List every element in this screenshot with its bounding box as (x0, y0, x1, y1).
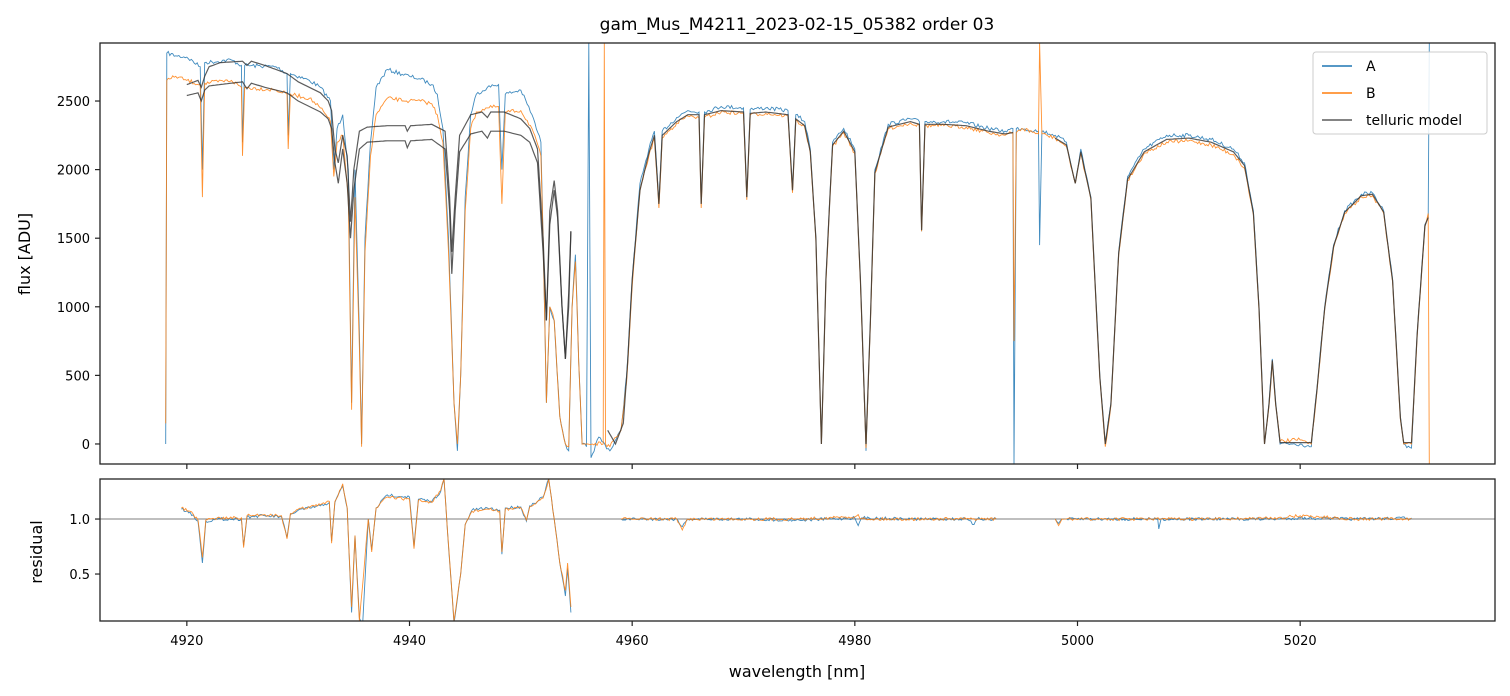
telluric-model-line-3 (1054, 137, 1429, 445)
x-tick-label: 4960 (616, 634, 649, 649)
residual-a-segment-2 (1054, 516, 1412, 529)
residual-b-segment-0 (181, 479, 572, 621)
bottom-axes-frame (99, 478, 1496, 622)
legend-label-a: A (1366, 59, 1376, 75)
residual-b-segment-1 (620, 513, 997, 532)
legend: A B telluric model (1312, 51, 1488, 135)
bottom-y-tick-label: 0.5 (69, 568, 90, 583)
legend-label-telluric: telluric model (1366, 113, 1462, 129)
legend-label-b: B (1366, 86, 1376, 102)
top-panel: 0 500 1000 1500 2000 2500 flux [ADU] (15, 42, 1496, 469)
chart-title: gam_Mus_M4211_2023-02-15_05382 order 03 (600, 15, 995, 35)
x-tick-label: 5020 (1284, 634, 1317, 649)
top-y-axis-label: flux [ADU] (15, 213, 34, 295)
x-tick-label: 4920 (170, 634, 203, 649)
telluric-model-line-0 (186, 60, 572, 359)
bottom-y-tick-label: 1.0 (69, 513, 90, 528)
residual-a-segment-0 (181, 479, 572, 621)
x-tick-label: 5000 (1061, 634, 1094, 649)
residual-b-segment-2 (1054, 513, 1412, 527)
top-y-tick-label: 2000 (57, 164, 90, 179)
bottom-y-axis-label: residual (27, 520, 46, 583)
top-y-tick-label: 2500 (57, 95, 90, 110)
residual-a-segment-1 (620, 515, 997, 528)
x-tick-label: 4940 (393, 634, 426, 649)
series-b-line (165, 43, 1430, 464)
top-y-tick-label: 1000 (57, 301, 90, 316)
top-y-tick-label: 1500 (57, 232, 90, 247)
x-tick-label: 4980 (838, 634, 871, 649)
x-axis-label: wavelength [nm] (729, 662, 866, 681)
top-y-tick-label: 500 (65, 369, 90, 384)
legend-box (1312, 51, 1488, 135)
telluric-model-line-2 (607, 109, 1013, 446)
top-axes-frame (99, 42, 1496, 465)
telluric-model-line-1 (186, 81, 572, 359)
bottom-panel: 0.5 1.0 4920 4940 4960 4980 5000 5020 residual… (27, 478, 1496, 681)
series-a-line (165, 43, 1430, 464)
top-y-tick-label: 0 (82, 438, 90, 453)
